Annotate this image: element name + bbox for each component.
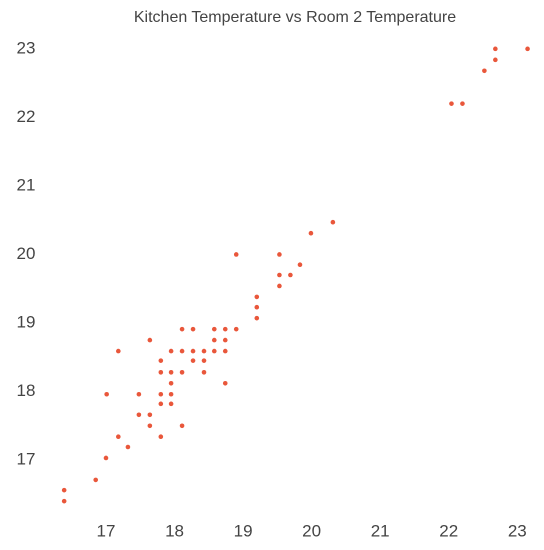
point xyxy=(254,315,260,321)
x-tick-label: 20 xyxy=(302,521,321,540)
point xyxy=(179,326,185,332)
point xyxy=(211,337,217,343)
point xyxy=(103,455,109,461)
y-tick-label: 18 xyxy=(17,381,36,400)
y-tick-label: 21 xyxy=(17,175,36,194)
point xyxy=(201,358,207,363)
point xyxy=(460,101,465,106)
point xyxy=(233,326,239,332)
point xyxy=(254,304,260,310)
point xyxy=(254,294,260,300)
point xyxy=(93,477,99,483)
chart-title: Kitchen Temperature vs Room 2 Temperatur… xyxy=(134,9,456,26)
point xyxy=(222,348,228,354)
point xyxy=(61,498,67,504)
point xyxy=(158,434,164,440)
point xyxy=(158,370,164,375)
point xyxy=(147,412,153,418)
x-tick-label: 19 xyxy=(234,521,253,540)
point xyxy=(277,252,282,257)
point xyxy=(482,68,487,74)
x-tick-label: 17 xyxy=(97,521,116,540)
point xyxy=(493,57,498,63)
point xyxy=(233,252,239,257)
point xyxy=(222,337,228,343)
point xyxy=(201,348,207,354)
point xyxy=(168,380,174,386)
y-tick-label: 20 xyxy=(17,244,36,263)
point xyxy=(136,391,142,397)
point xyxy=(179,348,185,354)
point xyxy=(190,348,196,354)
point xyxy=(168,348,174,354)
point xyxy=(288,272,293,278)
point xyxy=(525,46,530,52)
y-tick-label: 19 xyxy=(17,312,36,331)
x-tick-label: 23 xyxy=(508,521,527,540)
point xyxy=(222,326,228,332)
point xyxy=(297,262,303,268)
point xyxy=(61,487,67,493)
point xyxy=(179,423,185,429)
point xyxy=(222,380,228,386)
y-tick-label: 22 xyxy=(17,107,36,126)
point xyxy=(104,391,109,397)
point xyxy=(147,423,153,429)
y-tick-label: 17 xyxy=(17,450,36,469)
point xyxy=(211,348,217,354)
point xyxy=(449,101,454,106)
point xyxy=(277,272,282,278)
x-tick-label: 18 xyxy=(165,521,184,540)
point xyxy=(116,348,121,354)
point xyxy=(158,401,164,407)
point xyxy=(190,358,196,363)
point xyxy=(179,370,185,375)
point xyxy=(308,230,314,236)
point xyxy=(168,391,174,397)
y-tick-label: 23 xyxy=(17,38,36,57)
point xyxy=(116,434,121,440)
point xyxy=(201,370,207,375)
point xyxy=(158,391,164,397)
point xyxy=(125,444,131,450)
point xyxy=(147,337,153,343)
point xyxy=(190,326,196,332)
point xyxy=(136,412,142,418)
x-tick-label: 22 xyxy=(439,521,458,540)
x-tick-label: 21 xyxy=(371,521,390,540)
point xyxy=(277,283,282,289)
point xyxy=(493,46,498,52)
point xyxy=(330,219,336,225)
point xyxy=(158,358,164,363)
point xyxy=(168,401,174,407)
point xyxy=(168,370,174,375)
point xyxy=(211,326,217,332)
